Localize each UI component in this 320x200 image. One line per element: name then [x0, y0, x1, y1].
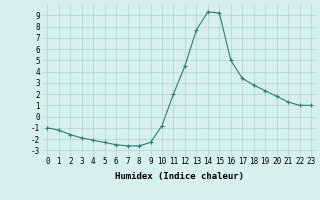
- X-axis label: Humidex (Indice chaleur): Humidex (Indice chaleur): [115, 172, 244, 181]
